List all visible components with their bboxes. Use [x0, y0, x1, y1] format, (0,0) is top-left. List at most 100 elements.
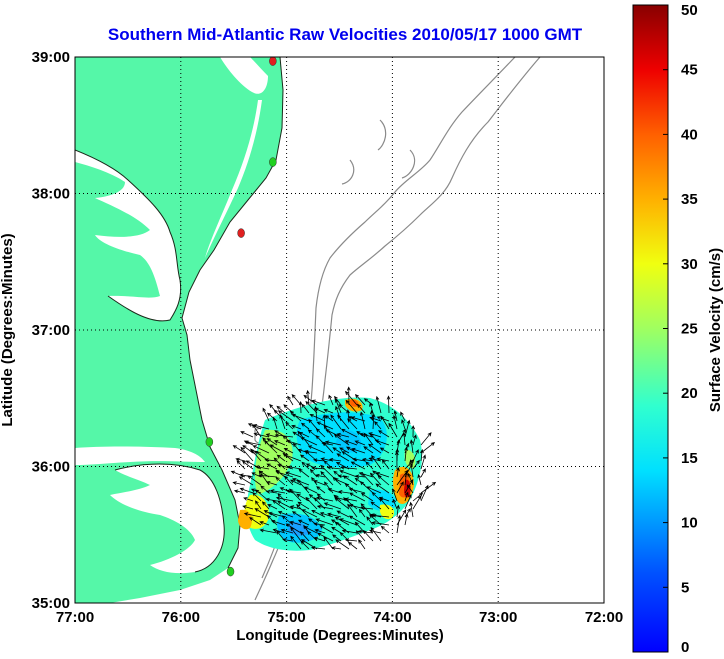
velocity-vector — [289, 520, 302, 526]
velocity-vector — [324, 440, 342, 446]
velocity-vector — [251, 472, 262, 478]
velocity-vector — [348, 492, 366, 502]
velocity-vector — [375, 395, 382, 414]
velocity-vector — [345, 399, 358, 414]
velocity-vector — [333, 434, 350, 446]
velocity-vector — [335, 539, 350, 550]
velocity-vector — [235, 457, 246, 462]
lon-tick-label: 76:00 — [162, 609, 200, 626]
velocity-vector — [305, 496, 318, 510]
velocity-vector — [312, 458, 326, 463]
velocity-vector — [243, 512, 262, 518]
velocity-vector — [320, 471, 334, 486]
colorbar-tick-label: 40 — [681, 126, 698, 143]
velocity-vector — [347, 541, 358, 550]
velocity-vector — [285, 523, 302, 534]
colorbar-ticks: 0 5 10 15 20 25 30 35 40 45 50 — [663, 2, 698, 656]
velocity-vector — [392, 414, 398, 430]
velocity-vector — [412, 434, 417, 446]
velocity-vector — [370, 409, 374, 422]
velocity-vector — [374, 439, 390, 446]
velocity-vector — [276, 500, 294, 510]
velocity-vector — [265, 433, 278, 438]
velocity-vector — [334, 398, 342, 414]
velocity-vector — [265, 490, 278, 494]
velocity-vector — [327, 488, 342, 494]
velocity-vector — [304, 486, 318, 494]
velocity-vector — [342, 497, 358, 510]
velocity-vector — [281, 515, 294, 526]
velocity-vector — [374, 421, 382, 430]
velocity-vector — [396, 467, 400, 478]
velocity-vector — [269, 444, 286, 454]
velocity-vector — [404, 479, 414, 494]
velocity-vector — [352, 457, 366, 462]
map-frame — [74, 56, 605, 604]
velocity-vector — [368, 443, 382, 454]
station-south-delmarva — [237, 228, 245, 238]
x-axis-label: Longitude (Degrees:Minutes) — [236, 627, 444, 644]
velocity-vector — [358, 539, 366, 550]
velocity-vector — [311, 466, 326, 470]
velocity-vector — [316, 496, 334, 502]
map-plot-area — [75, 57, 604, 603]
velocity-vector — [266, 481, 278, 486]
velocity-vector — [296, 479, 310, 494]
velocity-vector — [420, 468, 426, 478]
velocity-vector — [283, 454, 302, 462]
velocity-vector — [420, 442, 436, 454]
velocity-vector — [336, 453, 350, 462]
colorbar-tick-label: 25 — [681, 321, 698, 338]
velocity-vector — [273, 409, 286, 422]
velocity-vector — [370, 526, 382, 542]
velocity-vector — [334, 497, 350, 510]
velocity-vector — [369, 402, 374, 414]
velocity-vector — [297, 430, 310, 446]
velocity-vector — [388, 422, 398, 438]
colorbar — [632, 4, 669, 653]
velocity-arrows — [230, 386, 437, 550]
velocity-vector — [319, 512, 334, 518]
velocity-vector — [356, 403, 366, 414]
velocity-vector — [350, 461, 366, 470]
velocity-vector — [347, 418, 358, 430]
velocity-vector — [345, 446, 358, 454]
lon-tick-label: 77:00 — [56, 609, 94, 626]
velocity-vector — [420, 484, 429, 502]
velocity-vector — [394, 450, 399, 470]
velocity-vector — [290, 535, 302, 550]
velocity-vector — [331, 546, 342, 550]
lon-tick-label: 74:00 — [373, 609, 411, 626]
velocity-vector — [285, 489, 302, 494]
velocity-vector — [396, 514, 402, 534]
velocity-vector — [300, 539, 318, 550]
velocity-vector — [316, 504, 334, 510]
velocity-vector — [412, 495, 422, 510]
velocity-vector — [348, 515, 366, 526]
velocity-vector — [270, 519, 286, 526]
velocity-vector — [309, 468, 318, 478]
station-duck — [205, 437, 214, 447]
outer-banks-lagoon — [205, 100, 262, 258]
map-title: Southern Mid-Atlantic Raw Velocities 201… — [108, 25, 583, 44]
velocity-vector — [250, 448, 262, 462]
velocity-vector — [311, 399, 326, 406]
colorbar-tick-label: 50 — [681, 2, 698, 19]
delaware-bay — [220, 57, 268, 94]
velocity-vector — [308, 494, 318, 502]
colorbar-label: Surface Velocity (cm/s) — [707, 248, 724, 412]
velocity-vector — [277, 492, 286, 502]
velocity-vector — [339, 518, 358, 526]
velocity-vector — [370, 501, 382, 510]
velocity-vector — [303, 526, 318, 534]
velocity-vector — [402, 432, 407, 446]
velocity-vector — [279, 414, 286, 430]
velocity-vector — [291, 413, 310, 422]
velocity-vector — [338, 490, 350, 494]
velocity-vector — [289, 479, 302, 486]
velocity-vector — [412, 459, 420, 470]
velocity-vector — [319, 525, 334, 534]
velocity-vector — [358, 472, 374, 478]
velocity-vector — [313, 522, 326, 526]
velocity-vector — [263, 440, 278, 454]
